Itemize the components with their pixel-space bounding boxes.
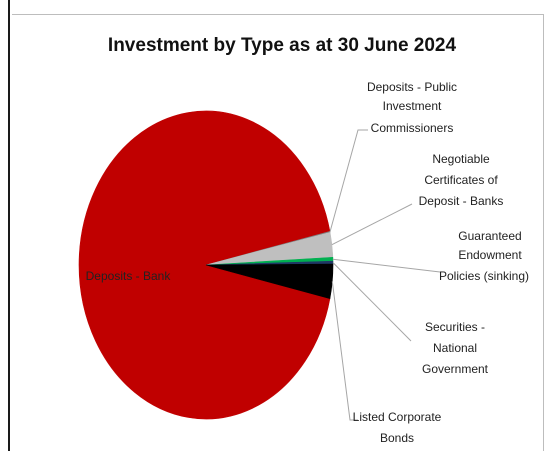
label-line: Certificates of	[424, 173, 498, 187]
label-line: Investment	[383, 99, 442, 113]
chart-title: Investment by Type as at 30 June 2024	[108, 35, 457, 56]
leader-line-listed-corporate-bonds	[331, 281, 358, 421]
label-line: Listed Corporate	[353, 410, 442, 424]
label-line: Policies (sinking)	[439, 269, 529, 283]
label-line: National	[433, 341, 477, 355]
pie-slices	[78, 110, 334, 420]
leader-line-negotiable-certificates-of-deposit-banks	[331, 203, 413, 246]
label-ncd: Negotiable Certificates of Deposit - Ban…	[419, 152, 504, 208]
label-line: Commissioners	[371, 121, 454, 135]
label-corporate: Listed Corporate Bonds	[353, 410, 442, 445]
inner-label-deposits-bank: Deposits - Bank	[86, 269, 172, 283]
label-line: Deposit - Banks	[419, 194, 504, 208]
leader-line-securities-national-government	[332, 262, 412, 342]
label-line: Deposits - Public	[367, 80, 457, 94]
label-line: Securities -	[425, 320, 485, 334]
window-left-frame	[0, 0, 10, 451]
leader-line-guaranteed-endowment-policies-sinking	[332, 258, 441, 273]
label-deposits-public: Deposits - Public Investment Commissione…	[367, 80, 457, 135]
pie-slice-deposits-bank	[78, 110, 331, 420]
label-line: Bonds	[380, 431, 414, 445]
label-line: Government	[422, 362, 489, 376]
leader-lines	[329, 129, 441, 421]
label-line: Guaranteed	[458, 229, 521, 243]
leader-line-deposits-public-investment-commissioners	[329, 129, 368, 233]
label-line: Endowment	[458, 248, 522, 262]
label-endowment: Guaranteed Endowment Policies (sinking)	[439, 229, 529, 283]
label-securities: Securities - National Government	[422, 320, 489, 376]
label-line: Negotiable	[432, 152, 490, 166]
